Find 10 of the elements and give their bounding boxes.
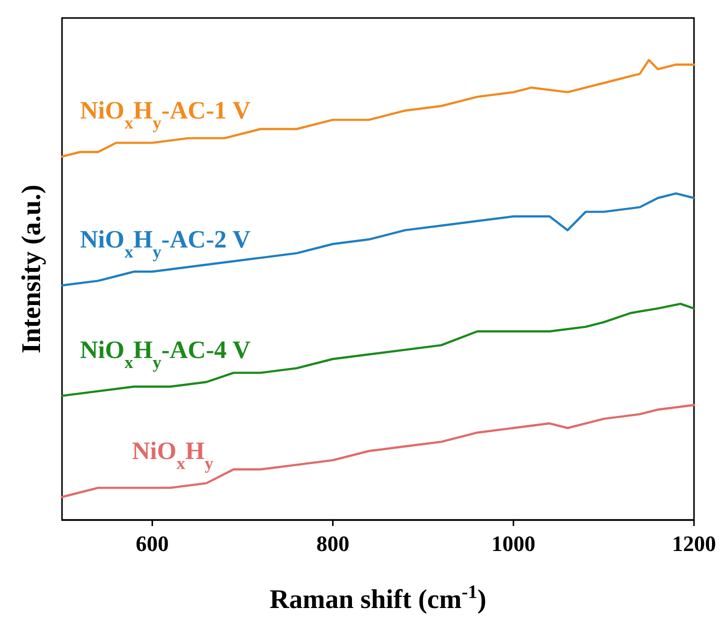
x-tick-label: 1200: [672, 531, 716, 556]
y-axis-title: Intensity (a.u.): [16, 184, 46, 354]
x-tick-label: 800: [316, 531, 350, 556]
x-tick-label: 1000: [491, 531, 536, 556]
series-label: NiO$_{x}$H$_{y}$-AC-4 V: [80, 336, 251, 372]
series-label: NiO$_{x}$H$_{y}$-AC-2 V: [80, 226, 251, 262]
series-label: NiO$_{x}$H$_{y}$-AC-1 V: [80, 98, 251, 133]
x-axis-title: Raman shift (cm$^{-1}$): [270, 582, 486, 614]
x-tick-label: 600: [136, 531, 169, 556]
series-label: NiO$_{x}$H$_{y}$: [132, 438, 214, 473]
